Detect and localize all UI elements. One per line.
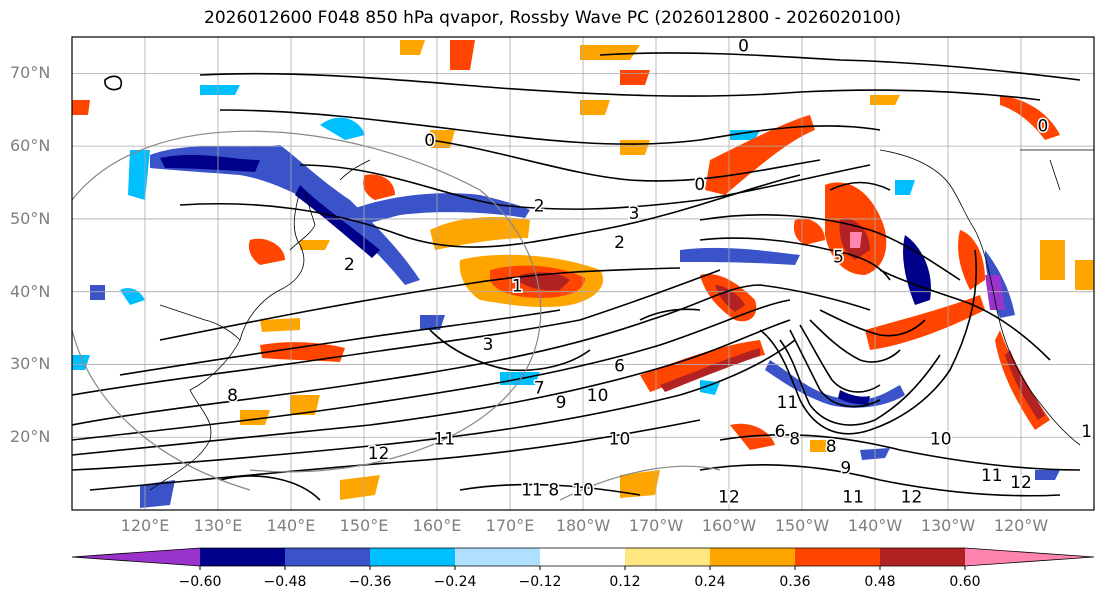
longitude-label: 170°W: [628, 516, 684, 535]
colorbar-segment: [965, 548, 1094, 566]
colorbar-tick-label: −0.12: [518, 574, 562, 590]
colorbar-segment: [455, 548, 541, 566]
map-frame: [71, 36, 1095, 511]
colorbar-tick-label: 0.36: [779, 574, 811, 590]
contour-label: 9: [556, 393, 567, 413]
longitude-label: 130°E: [193, 516, 243, 535]
colorbar-tick-label: 0.48: [864, 574, 896, 590]
contour-label: 2: [614, 233, 625, 253]
colorbar-tick-label: −0.24: [433, 574, 477, 590]
colorbar-segment: [72, 548, 200, 566]
latitude-label: 70°N: [10, 63, 51, 83]
longitude-label: 160°E: [412, 516, 462, 535]
longitude-label: 120°E: [120, 516, 170, 535]
longitude-label: 180°W: [555, 516, 611, 535]
longitude-label: 120°W: [993, 516, 1049, 535]
colorbar-tick-label: −0.48: [263, 574, 307, 590]
contour-label: 9: [840, 459, 851, 479]
map-title: 2026012600 F048 850 hPa qvapor, Rossby W…: [204, 8, 901, 28]
contour-label: 2: [534, 197, 545, 217]
longitude-label: 140°E: [266, 516, 316, 535]
colorbar: [71, 547, 1095, 570]
latitude-label: 20°N: [10, 427, 51, 447]
contour-label: 10: [587, 386, 609, 406]
contour-label: 3: [483, 335, 494, 355]
contour-label: 0: [694, 175, 705, 195]
contour-label: 2: [344, 255, 355, 275]
longitude-label: 170°E: [485, 516, 535, 535]
positive-anomaly-shading: [72, 40, 1094, 500]
contour-label: 12: [718, 488, 740, 508]
contour-label: 7: [534, 379, 545, 399]
contour-label: 8: [826, 437, 837, 457]
contour-label: 11: [842, 488, 864, 508]
contour-label: 11: [777, 393, 799, 413]
contour-label: 6: [775, 422, 786, 442]
contour-label: 5: [833, 248, 844, 268]
contour-label: 12: [368, 444, 390, 464]
contour-label: 11: [433, 430, 455, 450]
contour-label: 12: [1010, 473, 1032, 493]
contour-label: 0: [1037, 117, 1048, 137]
contour-label: 3: [629, 204, 640, 224]
colorbar-segment: [880, 548, 966, 566]
latitude-label: 50°N: [10, 208, 51, 228]
colorbar-tick-label: 0.12: [609, 574, 641, 590]
colorbar-segment: [625, 548, 711, 566]
contour-label: 11: [981, 466, 1003, 486]
qvapor-contours: [72, 52, 1081, 501]
colorbar-tick-label: −0.36: [348, 574, 392, 590]
contour-label: 10: [930, 430, 952, 450]
colorbar-segment: [370, 548, 456, 566]
longitude-label: 150°E: [339, 516, 389, 535]
contour-label: 11: [521, 480, 543, 500]
colorbar-tick-label: 0.24: [694, 574, 726, 590]
contour-label: 10: [572, 480, 594, 500]
colorbar-segment: [710, 548, 796, 566]
coastlines: [149, 149, 1094, 491]
contour-label: 0: [738, 37, 749, 57]
colorbar-segment: [285, 548, 371, 566]
contour-label: 1: [512, 277, 523, 297]
longitude-label: 150°W: [774, 516, 830, 535]
colorbar-segment: [200, 548, 286, 566]
longitude-label: 140°W: [847, 516, 903, 535]
longitude-label: 130°W: [920, 516, 976, 535]
latitude-label: 30°N: [10, 354, 51, 374]
colorbar-tick-label: −0.60: [178, 574, 222, 590]
contour-label: 8: [227, 386, 238, 406]
contour-label: 8: [548, 480, 559, 500]
contour-label: 6: [614, 357, 625, 377]
colorbar-tick-label: 0.60: [949, 574, 981, 590]
latitude-label: 60°N: [10, 136, 51, 156]
contour-label: 10: [609, 430, 631, 450]
longitude-label: 160°W: [701, 516, 757, 535]
contour-label: 1: [1081, 422, 1092, 442]
colorbar-segment: [540, 548, 626, 566]
contour-label: 8: [789, 430, 800, 450]
contour-label: 0: [424, 131, 435, 151]
rossby-wave-arcs: [72, 130, 721, 501]
latitude-label: 40°N: [10, 281, 51, 301]
contour-label: 12: [901, 488, 923, 508]
colorbar-segment: [795, 548, 881, 566]
